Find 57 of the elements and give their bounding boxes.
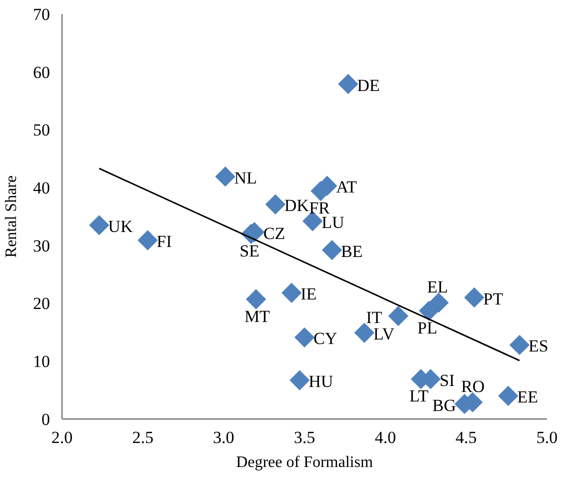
point bbox=[428, 292, 449, 313]
annotation: PL bbox=[417, 318, 438, 338]
x-tick-label: 4.0 bbox=[374, 428, 396, 447]
point bbox=[215, 166, 236, 187]
point bbox=[281, 282, 302, 303]
annotation: BE bbox=[340, 242, 363, 261]
y-tick-label: 70 bbox=[33, 4, 50, 24]
point bbox=[294, 327, 315, 348]
y-tick-label: 0 bbox=[42, 410, 50, 429]
annotation: EL bbox=[427, 278, 448, 297]
point bbox=[246, 289, 266, 310]
point bbox=[322, 240, 342, 260]
y-tick-label: 50 bbox=[33, 120, 50, 140]
point bbox=[338, 74, 358, 94]
annotation: SE bbox=[240, 241, 260, 260]
annotation: IE bbox=[300, 284, 317, 304]
annotation: UK bbox=[108, 216, 134, 236]
annotation: BG bbox=[432, 396, 456, 415]
point bbox=[290, 370, 310, 390]
annotation: RO bbox=[461, 377, 485, 396]
annotation: LT bbox=[409, 386, 430, 406]
x-tick-label: 3.0 bbox=[213, 428, 234, 447]
annotation: PT bbox=[483, 289, 504, 308]
annotation: DE bbox=[357, 76, 380, 95]
annotation: LV bbox=[373, 324, 396, 344]
annotation: MT bbox=[244, 306, 271, 326]
y-tick-label: 40 bbox=[33, 178, 50, 198]
y-axis-title: Rental Share bbox=[3, 175, 20, 258]
annotation: EE bbox=[517, 388, 538, 407]
point bbox=[89, 215, 110, 236]
x-tick-label: 2.0 bbox=[51, 428, 73, 447]
x-tick-label: 3.5 bbox=[294, 428, 316, 447]
annotation: HU bbox=[308, 372, 334, 392]
annotation: SI bbox=[440, 370, 456, 390]
annotation: NL bbox=[234, 168, 257, 188]
annotation: ES bbox=[528, 336, 548, 356]
point bbox=[509, 334, 530, 356]
annotation: CY bbox=[314, 329, 338, 348]
y-tick-label: 60 bbox=[33, 62, 50, 82]
annotation: IT bbox=[366, 308, 383, 327]
point bbox=[354, 322, 374, 343]
x-axis-title: Degree of Formalism bbox=[236, 454, 374, 471]
point bbox=[138, 230, 158, 250]
annotation: CZ bbox=[263, 224, 286, 243]
point bbox=[388, 306, 408, 326]
x-tick-label: 5.0 bbox=[536, 428, 558, 447]
point bbox=[464, 287, 484, 308]
annotation: DK bbox=[284, 196, 310, 216]
y-tick-label: 30 bbox=[33, 236, 50, 256]
point bbox=[265, 194, 286, 214]
x-tick-label: 4.5 bbox=[456, 428, 477, 447]
y-tick-label: 20 bbox=[33, 294, 50, 314]
x-tick-label: 2.5 bbox=[132, 428, 154, 447]
annotation: FI bbox=[156, 232, 172, 252]
y-tick-label: 10 bbox=[33, 352, 50, 372]
point bbox=[498, 386, 518, 406]
annotation: AT bbox=[336, 178, 358, 197]
